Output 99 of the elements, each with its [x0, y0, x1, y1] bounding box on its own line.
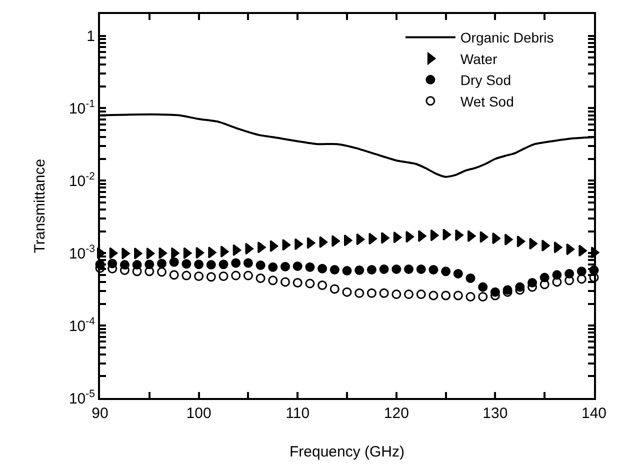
point	[342, 266, 352, 276]
point	[466, 273, 476, 283]
point	[478, 282, 488, 292]
point	[379, 264, 389, 274]
point	[231, 270, 241, 280]
point	[392, 264, 402, 274]
point	[453, 290, 463, 300]
point	[332, 235, 340, 247]
point	[206, 272, 216, 282]
point	[441, 290, 451, 300]
y-axis-title: Transmittance	[32, 158, 49, 254]
point	[146, 247, 155, 260]
point	[466, 292, 476, 302]
point	[504, 234, 513, 246]
point	[478, 292, 488, 302]
point	[441, 266, 451, 276]
point	[256, 273, 266, 283]
point	[232, 244, 242, 256]
point	[194, 271, 204, 281]
y-tick-label: 10$^{-3}$	[68, 243, 96, 262]
point	[404, 264, 414, 274]
point	[169, 270, 179, 280]
point	[208, 246, 216, 258]
point	[354, 288, 364, 298]
point	[381, 232, 390, 244]
point	[243, 270, 253, 280]
point	[428, 264, 438, 274]
x-axis-title: Frequency (GHz)	[289, 444, 405, 460]
point	[292, 261, 302, 271]
point	[144, 266, 154, 276]
legend-label: Dry Sod	[460, 72, 511, 88]
y-tick-label: 1	[86, 28, 95, 46]
point	[306, 237, 316, 249]
point	[540, 280, 550, 290]
point	[393, 231, 402, 244]
point	[404, 290, 414, 300]
point	[292, 278, 302, 288]
point	[318, 280, 328, 290]
point	[564, 276, 574, 286]
x-tick-label: 110	[286, 405, 310, 422]
point	[218, 271, 228, 281]
legend-label: Wet Sod	[460, 93, 514, 110]
point	[356, 233, 365, 246]
point	[183, 247, 192, 260]
point	[243, 258, 253, 268]
point	[516, 235, 526, 248]
point	[453, 268, 463, 278]
y-tick-label: 10$^{-2}$	[68, 170, 96, 190]
point	[169, 257, 179, 267]
point	[342, 287, 352, 297]
point	[366, 264, 376, 274]
point	[196, 246, 204, 259]
point	[319, 236, 328, 248]
y-tick-label: 10$^{-1}$	[68, 98, 96, 118]
point	[366, 288, 376, 298]
point	[182, 259, 192, 269]
point	[231, 258, 241, 268]
point	[182, 270, 192, 280]
point	[554, 241, 562, 254]
point	[194, 260, 204, 270]
point	[442, 228, 452, 241]
point	[576, 266, 586, 276]
point	[354, 266, 364, 276]
point	[392, 290, 402, 300]
legend-label: Organic Debris	[460, 30, 554, 46]
point	[305, 262, 315, 272]
point	[157, 258, 166, 268]
point	[416, 264, 426, 274]
point	[330, 264, 340, 274]
x-tick-label: 90	[92, 405, 108, 422]
point	[566, 243, 575, 256]
x-tick-label: 130	[482, 405, 508, 422]
point	[206, 260, 216, 270]
point	[270, 240, 278, 252]
point	[330, 284, 340, 294]
point	[218, 260, 228, 270]
point	[379, 288, 389, 298]
point	[280, 277, 290, 287]
point	[552, 277, 562, 287]
point	[480, 231, 488, 243]
x-tick-label: 120	[384, 405, 409, 422]
point	[305, 278, 315, 288]
point	[256, 260, 266, 270]
y-tick-label: 10$^{-4}$	[68, 316, 96, 335]
x-tick-label: 100	[186, 405, 212, 422]
legend-label: Water	[460, 50, 498, 67]
point	[268, 276, 278, 286]
x-tick-label: 140	[581, 405, 607, 422]
point	[109, 247, 118, 260]
point	[268, 262, 278, 272]
point	[318, 264, 328, 274]
point	[132, 266, 142, 276]
point	[430, 229, 439, 242]
y-tick-label: 10$^{-5}$	[68, 388, 96, 408]
point	[416, 290, 426, 300]
point	[428, 290, 438, 300]
point	[157, 267, 166, 277]
point	[280, 262, 290, 272]
point	[576, 274, 586, 284]
